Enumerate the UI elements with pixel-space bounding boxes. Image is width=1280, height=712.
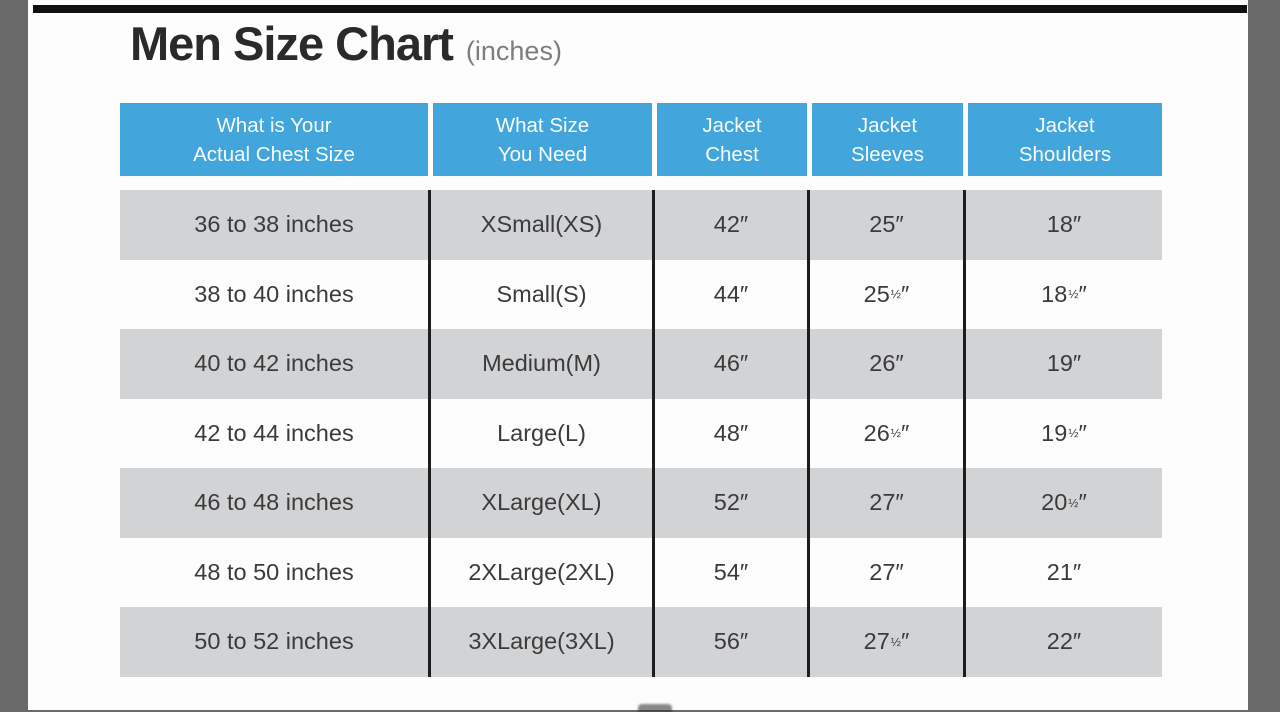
size-chart-table: What is Your Actual Chest Size What Size Yo… — [120, 103, 1162, 677]
table-cell: 50 to 52 inches — [120, 607, 428, 677]
table-row: 36 to 38 inches XSmall(XS) 42″ 25″ 18″ — [120, 190, 1162, 260]
table-cell: 20 ½ ″ — [963, 468, 1162, 538]
table-cell: 54″ — [652, 537, 807, 607]
page-title-units: (inches) — [465, 36, 562, 66]
table-cell: 46 to 48 inches — [120, 468, 428, 538]
table-cell: XSmall(XS) — [428, 190, 652, 260]
header-cell: Jacket Shoulders — [963, 103, 1162, 176]
table-cell: 25 ½ ″ — [807, 259, 963, 329]
half-fraction: ½ — [1068, 287, 1079, 302]
half-fraction: ½ — [890, 287, 901, 302]
table-cell: 36 to 38 inches — [120, 190, 428, 260]
table-cell: 19 ½ ″ — [963, 398, 1162, 468]
half-fraction: ½ — [1068, 426, 1079, 441]
page-title: Men Size Chart — [130, 17, 454, 70]
table-cell: XLarge(XL) — [428, 468, 652, 538]
table-cell: Large(L) — [428, 398, 652, 468]
table-cell: 26 ½ ″ — [807, 398, 963, 468]
half-fraction: ½ — [890, 634, 901, 649]
table-cell: 48 to 50 inches — [194, 558, 354, 585]
page-title-block: Men Size Chart (inches) — [130, 16, 562, 71]
table-cell: 46″ — [652, 329, 807, 399]
table-cell: 38 to 40 inches — [194, 280, 354, 307]
table-cell: 40 to 42 inches — [120, 329, 428, 399]
header-cell: Jacket Chest — [652, 103, 807, 176]
table-header: What is Your Actual Chest Size What Size Yo… — [120, 103, 1162, 176]
table-cell: 22″ — [963, 607, 1162, 677]
table-cell: 18 ½ ″ — [963, 259, 1162, 329]
table-cell: Medium(M) — [428, 329, 652, 399]
table-row: 50 to 52 inches 3XLarge(3XL) 56″ 27 ½ ″ 22″ — [120, 607, 1162, 677]
table-cell: 18″ — [963, 190, 1162, 260]
half-fraction: ½ — [1068, 495, 1079, 510]
table-cell: 52″ — [652, 468, 807, 538]
table-cell: 19″ — [963, 329, 1162, 399]
table-cell: 2XLarge(2XL) — [428, 537, 652, 607]
table-cell: 27″ — [807, 537, 963, 607]
half-fraction: ½ — [890, 426, 901, 441]
top-black-bar — [33, 5, 1247, 13]
table-cell: 56″ — [652, 607, 807, 677]
table-cell: 21″ — [963, 537, 1162, 607]
table-row: 42 to 44 inches Large(L) 48″ 26 ½ ″ 19 ½ ″ — [120, 398, 1162, 468]
table-row: 38 to 40 inches Small(S) 44″ 25 ½ ″ 18 ½ ″ — [120, 259, 1162, 329]
table-row: 46 to 48 inches XLarge(XL) 52″ 27″ 20 ½ ″ — [120, 468, 1162, 538]
table-cell: 26″ — [807, 329, 963, 399]
header-cell: What is Your Actual Chest Size — [120, 103, 428, 176]
table-cell: 44″ — [652, 259, 807, 329]
table-cell: Small(S) — [428, 259, 652, 329]
table-cell: 25″ — [807, 190, 963, 260]
cutoff-bottom-artifact — [638, 704, 672, 712]
table-cell: 27″ — [807, 468, 963, 538]
table-cell: 48″ — [652, 398, 807, 468]
table-cell: 42″ — [652, 190, 807, 260]
header-cell: What Size You Need — [428, 103, 652, 176]
table-row: 40 to 42 inches Medium(M) 46″ 26″ 19″ — [120, 329, 1162, 399]
table-row: 48 to 50 inches 2XLarge(2XL) 54″ 27″ 21″ — [120, 537, 1162, 607]
table-cell: 3XLarge(3XL) — [428, 607, 652, 677]
table-cell: 42 to 44 inches — [194, 419, 354, 446]
table-cell: 27 ½ ″ — [807, 607, 963, 677]
header-cell: Jacket Sleeves — [807, 103, 963, 176]
table-body: 36 to 38 inches XSmall(XS) 42″ 25″ 18″ 38 to … — [120, 190, 1162, 677]
